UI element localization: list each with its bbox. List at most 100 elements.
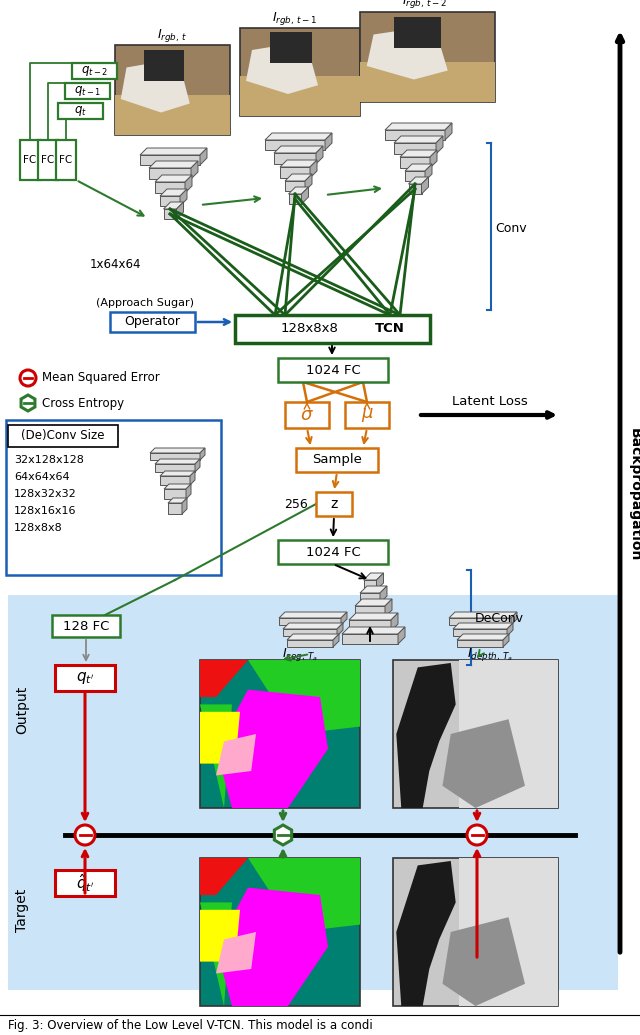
FancyBboxPatch shape	[200, 858, 360, 1006]
Polygon shape	[275, 825, 292, 845]
Polygon shape	[333, 634, 339, 647]
Polygon shape	[285, 174, 312, 181]
FancyBboxPatch shape	[393, 858, 558, 1006]
Text: $q_{t'}$: $q_{t'}$	[76, 670, 94, 686]
Polygon shape	[200, 148, 207, 165]
Polygon shape	[445, 123, 452, 140]
Text: Fig. 3: Overview of the Low Level V-TCN. This model is a condi: Fig. 3: Overview of the Low Level V-TCN.…	[8, 1018, 372, 1032]
Polygon shape	[265, 140, 325, 150]
Polygon shape	[360, 586, 387, 593]
Text: $I_{seg,\,T_a}$: $I_{seg,\,T_a}$	[282, 646, 318, 663]
Polygon shape	[400, 157, 430, 168]
FancyBboxPatch shape	[8, 425, 118, 447]
Text: $q_{t-1}$: $q_{t-1}$	[74, 84, 101, 98]
Polygon shape	[21, 395, 35, 411]
Polygon shape	[449, 618, 511, 625]
Polygon shape	[355, 599, 392, 607]
Polygon shape	[394, 143, 436, 154]
Polygon shape	[341, 612, 347, 625]
Polygon shape	[280, 160, 317, 167]
Text: Conv: Conv	[495, 221, 527, 235]
Text: Latent Loss: Latent Loss	[452, 395, 528, 408]
Polygon shape	[200, 705, 232, 808]
FancyBboxPatch shape	[110, 312, 195, 332]
FancyBboxPatch shape	[72, 63, 117, 79]
Polygon shape	[200, 858, 248, 895]
Polygon shape	[164, 484, 191, 489]
Text: $\sigma$: $\sigma$	[300, 406, 314, 424]
Polygon shape	[301, 187, 308, 204]
Text: Target: Target	[15, 888, 29, 932]
Polygon shape	[289, 194, 301, 204]
Polygon shape	[405, 164, 432, 171]
Text: $I_{depth,\,T_a}$: $I_{depth,\,T_a}$	[467, 646, 513, 663]
Polygon shape	[195, 459, 200, 472]
Polygon shape	[280, 167, 310, 178]
Polygon shape	[310, 160, 317, 178]
FancyBboxPatch shape	[393, 660, 558, 808]
Polygon shape	[121, 59, 189, 113]
FancyBboxPatch shape	[270, 32, 312, 63]
Polygon shape	[200, 712, 240, 764]
Polygon shape	[442, 719, 525, 808]
Polygon shape	[149, 161, 198, 168]
Text: TCN: TCN	[375, 323, 405, 335]
FancyBboxPatch shape	[20, 140, 40, 180]
Polygon shape	[216, 888, 328, 1006]
Polygon shape	[177, 202, 184, 219]
Polygon shape	[396, 861, 456, 1006]
FancyBboxPatch shape	[296, 448, 378, 472]
Polygon shape	[140, 155, 200, 165]
Polygon shape	[246, 41, 318, 94]
FancyBboxPatch shape	[38, 140, 58, 180]
Text: FC: FC	[24, 155, 36, 165]
Text: Cross Entropy: Cross Entropy	[42, 396, 124, 410]
Polygon shape	[200, 448, 205, 460]
FancyBboxPatch shape	[360, 61, 495, 102]
Text: 32x128x128: 32x128x128	[14, 455, 84, 465]
Polygon shape	[364, 580, 376, 590]
Polygon shape	[289, 187, 308, 194]
Polygon shape	[140, 148, 207, 155]
Polygon shape	[160, 476, 190, 485]
Polygon shape	[385, 123, 452, 130]
Polygon shape	[325, 134, 332, 150]
Polygon shape	[168, 503, 182, 514]
Polygon shape	[337, 623, 343, 635]
Polygon shape	[248, 660, 360, 734]
Text: $q_t$: $q_t$	[74, 104, 87, 118]
FancyBboxPatch shape	[394, 17, 441, 48]
Polygon shape	[391, 613, 398, 631]
FancyBboxPatch shape	[115, 94, 230, 135]
Polygon shape	[160, 471, 195, 476]
Polygon shape	[216, 932, 256, 974]
Polygon shape	[160, 196, 180, 206]
FancyBboxPatch shape	[200, 660, 360, 808]
FancyBboxPatch shape	[285, 402, 329, 428]
FancyBboxPatch shape	[65, 83, 110, 99]
Polygon shape	[408, 184, 422, 194]
Polygon shape	[155, 464, 195, 472]
Text: 128x8x8: 128x8x8	[281, 323, 339, 335]
FancyBboxPatch shape	[235, 315, 430, 343]
Polygon shape	[367, 26, 448, 80]
FancyBboxPatch shape	[240, 28, 360, 116]
Polygon shape	[150, 448, 205, 453]
FancyBboxPatch shape	[278, 358, 388, 382]
Text: FC: FC	[42, 155, 54, 165]
Polygon shape	[163, 202, 184, 209]
Polygon shape	[430, 150, 437, 168]
FancyBboxPatch shape	[8, 595, 618, 990]
FancyBboxPatch shape	[52, 615, 120, 637]
Text: $I_{rgb,\,t-2}$: $I_{rgb,\,t-2}$	[403, 0, 447, 10]
Text: 128x32x32: 128x32x32	[14, 489, 77, 499]
Text: 128x8x8: 128x8x8	[14, 523, 63, 533]
Circle shape	[75, 825, 95, 845]
Text: (Approach Sugar): (Approach Sugar)	[96, 298, 194, 308]
Polygon shape	[380, 586, 387, 603]
FancyBboxPatch shape	[55, 870, 115, 896]
Polygon shape	[150, 453, 200, 460]
Text: $q_{t-2}$: $q_{t-2}$	[81, 64, 108, 78]
FancyBboxPatch shape	[115, 45, 230, 135]
Polygon shape	[360, 593, 380, 603]
